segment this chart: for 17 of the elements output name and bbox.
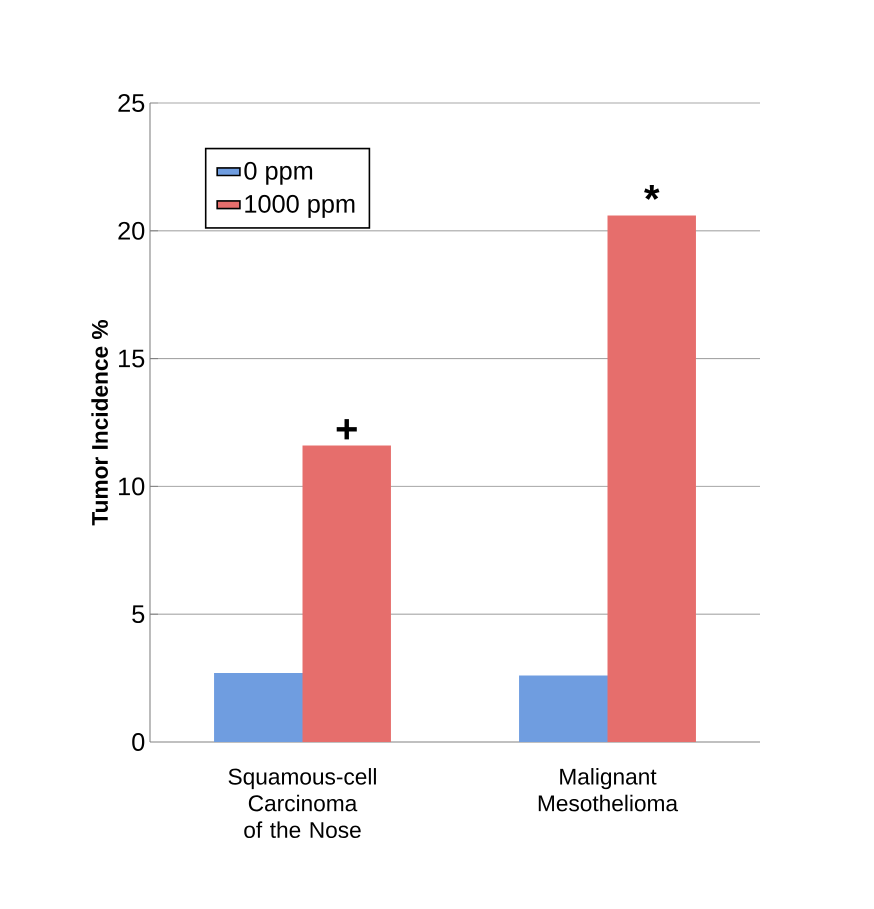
bar	[214, 672, 302, 742]
legend-label: 1000 ppm	[245, 194, 354, 218]
bar	[302, 446, 391, 742]
y-tick-label: 20	[118, 222, 144, 240]
annotation: *	[644, 185, 660, 200]
bar	[518, 676, 608, 742]
y-tick-label: 10	[118, 477, 144, 496]
x-tick-label: Malignant Mesothelioma	[538, 768, 678, 812]
bar	[607, 215, 696, 742]
x-tick-label: Squamous-cell Carcinoma of the Nose	[228, 768, 376, 838]
annotation: +	[336, 419, 357, 440]
y-tick-label: 0	[132, 733, 144, 751]
y-tick-label: 5	[132, 605, 144, 624]
y-tick-label: 25	[118, 94, 144, 112]
legend-label: 0 ppm	[244, 162, 312, 185]
y-axis-title: Tumor Incidence %	[91, 320, 108, 526]
y-tick-label: 15	[118, 350, 144, 368]
